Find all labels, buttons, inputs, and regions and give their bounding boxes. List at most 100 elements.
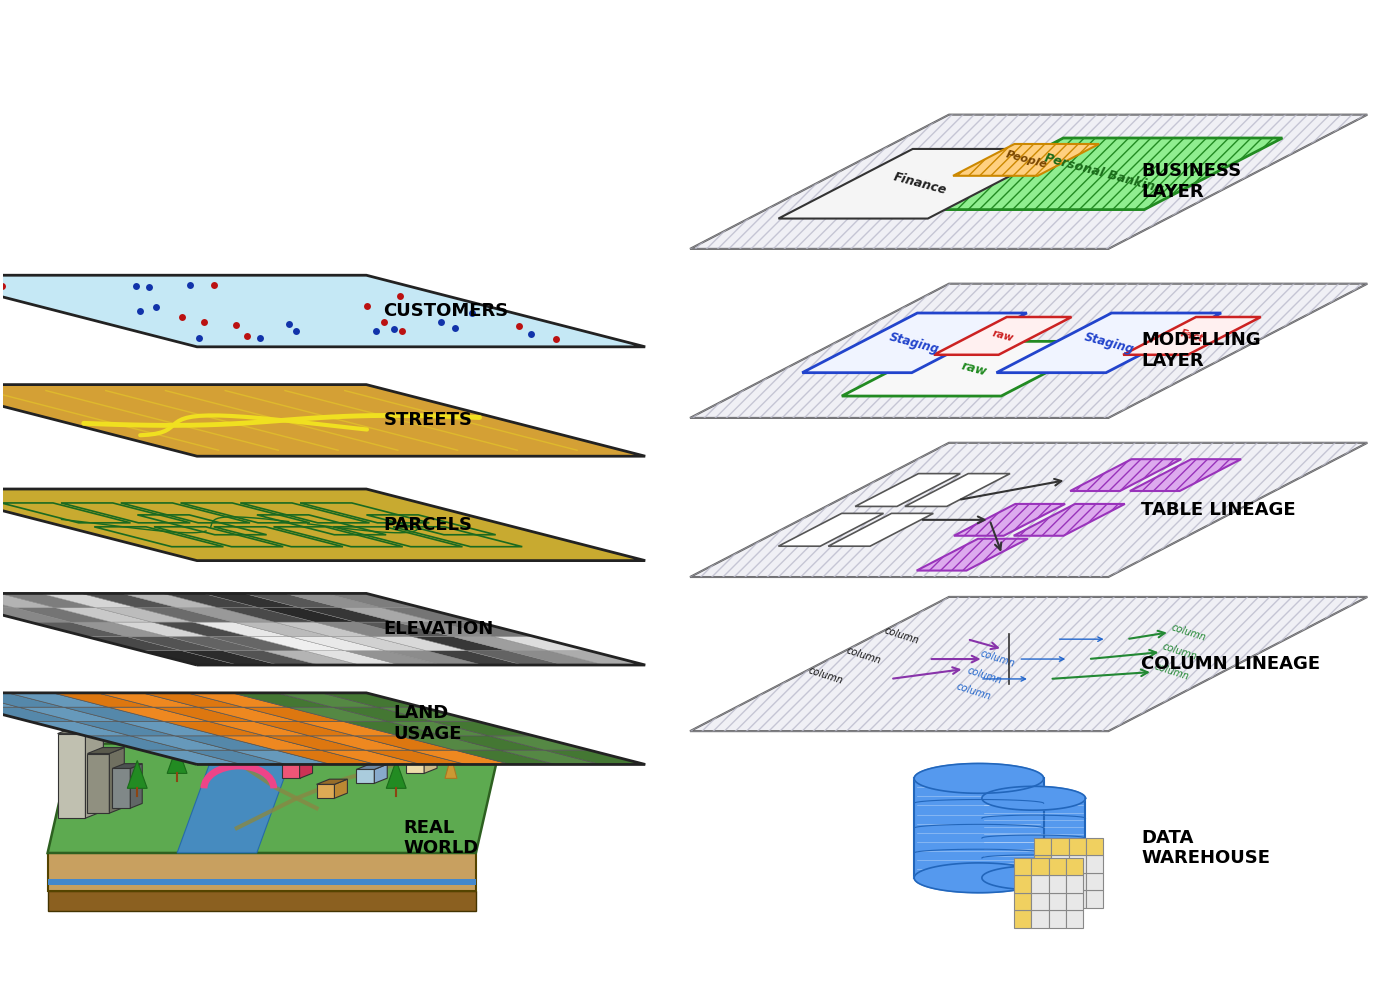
FancyBboxPatch shape — [1051, 855, 1068, 873]
Polygon shape — [176, 744, 297, 853]
Polygon shape — [70, 623, 167, 636]
FancyBboxPatch shape — [1068, 855, 1086, 873]
Polygon shape — [1014, 504, 1124, 536]
Polygon shape — [175, 736, 276, 751]
Polygon shape — [406, 759, 424, 773]
Polygon shape — [406, 755, 437, 759]
Polygon shape — [489, 736, 589, 751]
Polygon shape — [332, 707, 433, 721]
Polygon shape — [356, 623, 452, 636]
Polygon shape — [188, 692, 287, 707]
Polygon shape — [207, 636, 304, 651]
Polygon shape — [48, 744, 501, 853]
Polygon shape — [108, 707, 209, 721]
Text: PARCELS: PARCELS — [384, 516, 472, 534]
Polygon shape — [953, 504, 1065, 536]
Polygon shape — [220, 736, 321, 751]
Polygon shape — [802, 313, 1026, 372]
Text: REAL
WORLD: REAL WORLD — [403, 819, 479, 857]
Polygon shape — [1070, 459, 1182, 491]
Polygon shape — [309, 736, 410, 751]
Polygon shape — [186, 751, 287, 764]
Polygon shape — [904, 474, 1009, 506]
Polygon shape — [87, 748, 125, 754]
Polygon shape — [18, 707, 119, 721]
Polygon shape — [433, 721, 533, 736]
Text: column: column — [979, 649, 1016, 670]
Polygon shape — [0, 489, 645, 560]
Text: TABLE LINEAGE: TABLE LINEAGE — [1141, 501, 1296, 519]
Polygon shape — [223, 651, 319, 665]
Polygon shape — [122, 593, 218, 608]
Polygon shape — [97, 608, 193, 623]
Polygon shape — [162, 593, 259, 608]
FancyBboxPatch shape — [1049, 910, 1065, 928]
Polygon shape — [167, 746, 188, 773]
Text: column: column — [955, 682, 993, 702]
Polygon shape — [1123, 317, 1261, 355]
FancyBboxPatch shape — [1033, 855, 1051, 873]
Polygon shape — [934, 317, 1071, 355]
Polygon shape — [0, 692, 63, 707]
Polygon shape — [399, 736, 500, 751]
Polygon shape — [218, 608, 315, 623]
Polygon shape — [53, 692, 153, 707]
FancyBboxPatch shape — [1065, 892, 1084, 910]
Polygon shape — [377, 707, 477, 721]
Text: column: column — [844, 646, 882, 667]
Polygon shape — [778, 513, 883, 547]
Polygon shape — [57, 734, 85, 819]
FancyBboxPatch shape — [1032, 858, 1049, 876]
Polygon shape — [242, 750, 260, 763]
Polygon shape — [690, 597, 1368, 731]
Polygon shape — [321, 751, 421, 764]
Polygon shape — [284, 593, 381, 608]
Polygon shape — [242, 707, 343, 721]
Polygon shape — [386, 651, 482, 665]
Text: COLUMN LINEAGE: COLUMN LINEAGE — [1141, 655, 1320, 673]
Polygon shape — [203, 593, 300, 608]
Polygon shape — [260, 745, 273, 763]
Polygon shape — [381, 608, 477, 623]
Text: raw: raw — [991, 328, 1015, 344]
Polygon shape — [153, 623, 248, 636]
Polygon shape — [85, 636, 182, 651]
Polygon shape — [209, 721, 309, 736]
FancyBboxPatch shape — [1065, 858, 1084, 876]
FancyBboxPatch shape — [1068, 890, 1086, 907]
Text: column: column — [1161, 642, 1198, 662]
Polygon shape — [981, 866, 1085, 889]
FancyBboxPatch shape — [1065, 910, 1084, 928]
Polygon shape — [127, 760, 147, 788]
Polygon shape — [410, 751, 511, 764]
Polygon shape — [316, 784, 335, 798]
Polygon shape — [343, 721, 444, 736]
FancyBboxPatch shape — [1033, 890, 1051, 907]
Polygon shape — [493, 636, 589, 651]
Polygon shape — [231, 751, 332, 764]
Polygon shape — [300, 608, 396, 623]
Polygon shape — [277, 692, 377, 707]
Polygon shape — [508, 651, 605, 665]
Polygon shape — [437, 623, 533, 636]
Polygon shape — [304, 651, 400, 665]
Polygon shape — [690, 114, 1368, 249]
Text: column: column — [1170, 622, 1207, 642]
Polygon shape — [259, 729, 279, 756]
FancyBboxPatch shape — [1068, 838, 1086, 855]
Text: Fact: Fact — [1179, 328, 1205, 344]
FancyBboxPatch shape — [1014, 910, 1032, 928]
Polygon shape — [98, 692, 197, 707]
Text: column: column — [966, 666, 1002, 687]
FancyBboxPatch shape — [1014, 858, 1032, 876]
FancyBboxPatch shape — [1049, 858, 1065, 876]
Polygon shape — [396, 623, 493, 636]
Text: Staging: Staging — [888, 330, 941, 356]
Polygon shape — [130, 736, 231, 751]
Polygon shape — [981, 798, 1085, 878]
Polygon shape — [778, 149, 1063, 219]
Polygon shape — [981, 786, 1085, 811]
Polygon shape — [340, 608, 437, 623]
FancyBboxPatch shape — [1086, 838, 1103, 855]
Polygon shape — [1130, 459, 1240, 491]
